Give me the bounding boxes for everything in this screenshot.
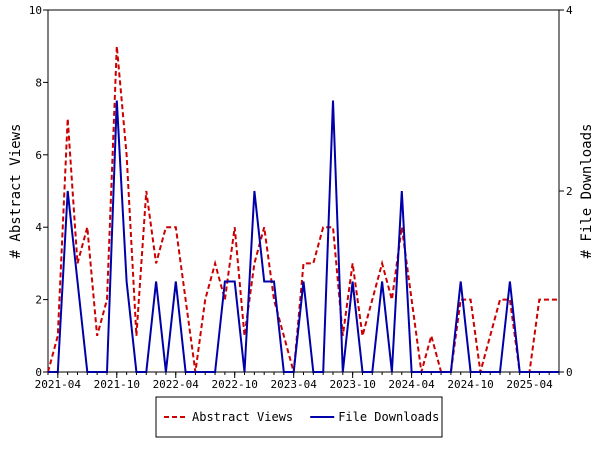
x-tick-label: 2021-10 [94, 378, 140, 391]
x-tick-label: 2024-04 [388, 378, 435, 391]
y-axis-title: # Abstract Views [8, 124, 24, 259]
plot-area [47, 9, 560, 373]
y-tick-label: 8 [35, 76, 42, 89]
legend-box [155, 396, 443, 438]
x-tick-label: 2022-10 [212, 378, 258, 391]
x-tick-label: 2023-04 [270, 378, 317, 391]
y2-tick-label: 4 [566, 4, 573, 17]
x-tick-label: 2024-10 [447, 378, 493, 391]
x-tick-label: 2022-04 [153, 378, 200, 391]
axes: 0 2 4 6 8 10 0 2 4 2021-04 2021-10 2022-04 2022-10 20… [29, 4, 573, 391]
legend-label: Abstract Views [192, 410, 293, 424]
series-line-abstract-views [47, 46, 559, 373]
y2-tick-label: 0 [566, 366, 573, 379]
y2-axis-title: # File Downloads [579, 124, 595, 259]
x-tick-label: 2023-10 [329, 378, 375, 391]
y-tick-label: 4 [35, 221, 42, 234]
y-tick-label: 10 [29, 4, 42, 17]
series-layer [47, 46, 559, 373]
legend-label: File Downloads [338, 410, 439, 424]
x-tick-label: 2025-04 [506, 378, 553, 391]
legend: Abstract Views File Downloads [155, 396, 443, 438]
y-tick-label: 6 [35, 149, 42, 162]
x-tick-label: 2021-04 [35, 378, 82, 391]
y2-tick-label: 2 [566, 185, 573, 198]
y-tick-label: 0 [35, 366, 42, 379]
plot-border [47, 9, 560, 373]
y-tick-label: 2 [35, 294, 42, 307]
series-line-file-downloads [48, 100, 559, 373]
